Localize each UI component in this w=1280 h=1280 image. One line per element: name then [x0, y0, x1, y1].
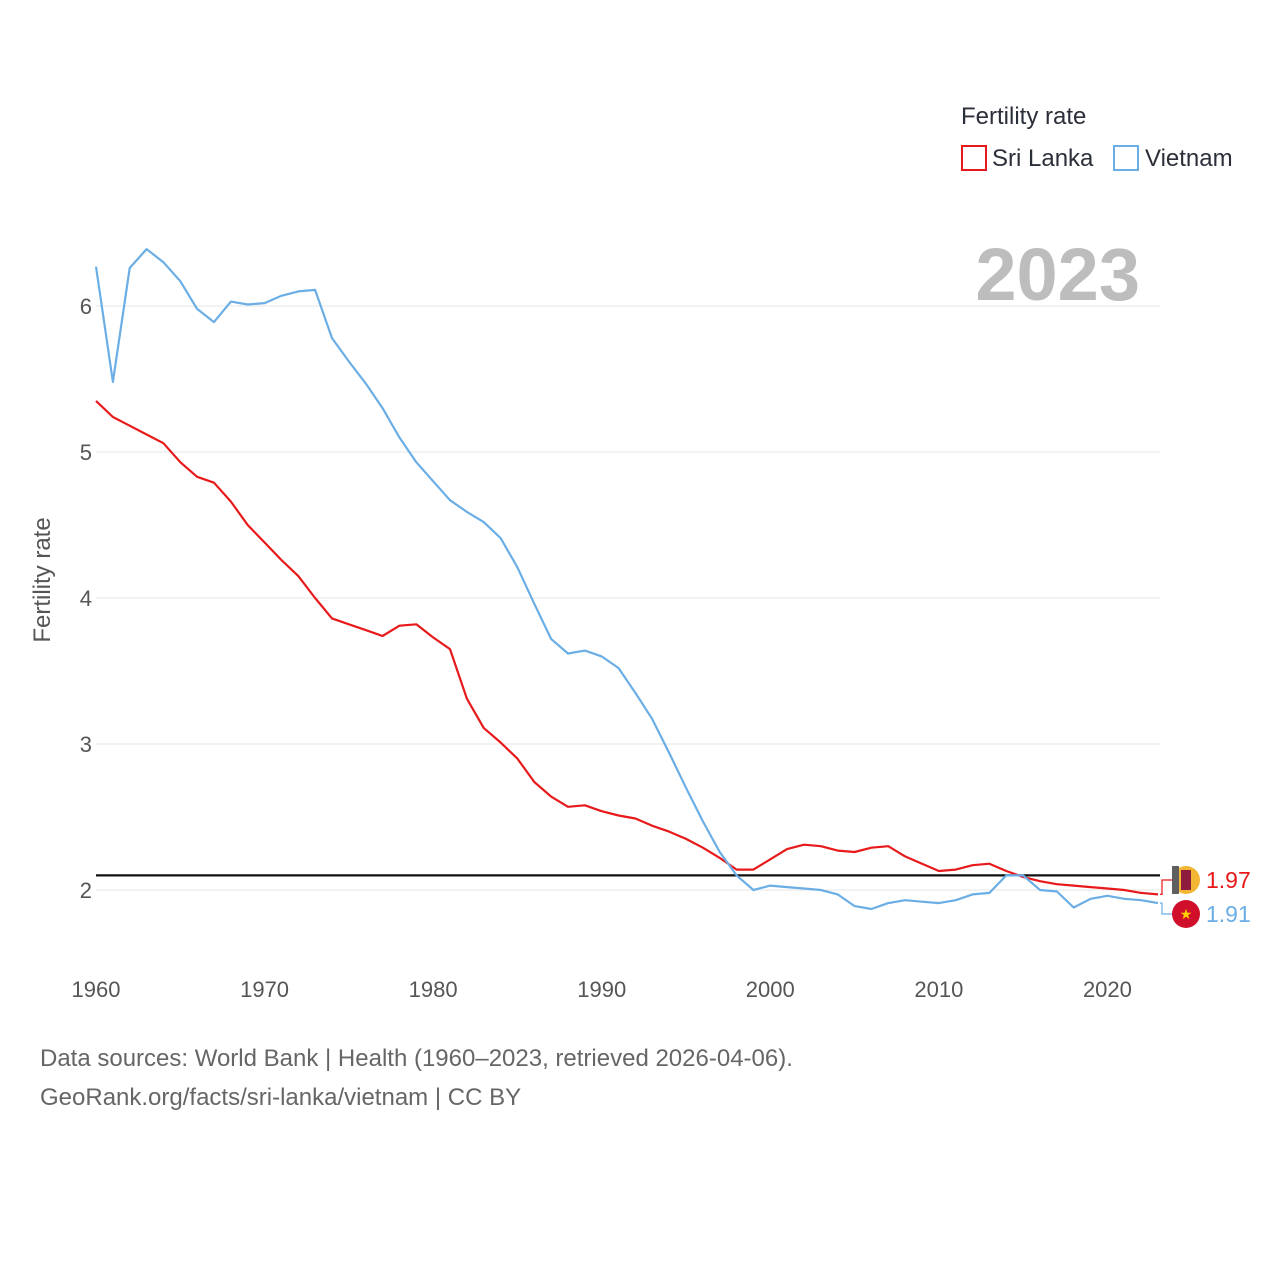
y-tick-label-3: 3	[80, 732, 92, 757]
x-tick-label-2010: 2010	[914, 977, 963, 1002]
series-line-sri-lanka[interactable]	[95, 400, 1159, 896]
x-tick-label-1990: 1990	[577, 977, 626, 1002]
series-line-vietnam[interactable]	[94, 248, 1159, 911]
y-tick-label-5: 5	[80, 440, 92, 465]
x-tick-label-1980: 1980	[409, 977, 458, 1002]
legend-label-vietnam[interactable]: Vietnam	[1145, 145, 1233, 172]
y-tick-label-2: 2	[80, 878, 92, 903]
end-value-vietnam: 1.91	[1206, 901, 1251, 927]
y-tick-label-6: 6	[80, 294, 92, 319]
end-value-sri-lanka: 1.97	[1206, 867, 1251, 893]
x-tick-label-2020: 2020	[1083, 977, 1132, 1002]
grid-lines	[96, 305, 1160, 891]
x-tick-label-2000: 2000	[746, 977, 795, 1002]
flag-sri-lanka-icon	[1172, 866, 1200, 894]
year-watermark: 2023	[975, 233, 1140, 316]
footer-attribution: GeoRank.org/facts/sri-lanka/vietnam | CC…	[40, 1084, 522, 1111]
x-tick-label-1960: 1960	[72, 977, 121, 1002]
legend-swatch-sri-lanka[interactable]	[961, 145, 987, 171]
svg-text:★: ★	[1180, 906, 1193, 922]
legend-label-sri-lanka[interactable]: Sri Lanka	[992, 145, 1094, 172]
end-connector-sri-lanka	[1160, 879, 1172, 895]
y-axis-label: Fertility rate	[29, 517, 56, 642]
legend-title: Fertility rate	[961, 103, 1086, 130]
legend: Fertility rate Sri Lanka Vietnam	[961, 103, 1233, 172]
legend-swatch-vietnam[interactable]	[1113, 145, 1139, 171]
series-lines	[94, 248, 1159, 911]
y-tick-label-4: 4	[80, 586, 92, 611]
y-axis-ticks: 2 3 4 5 6	[80, 294, 92, 903]
end-labels: 1.97 ★ 1.91	[1160, 866, 1251, 928]
flag-vietnam-icon: ★	[1172, 900, 1200, 928]
x-axis-ticks: 1960 1970 1980 1990 2000 2010 2020	[72, 977, 1132, 1002]
x-tick-label-1970: 1970	[240, 977, 289, 1002]
end-connector-vietnam	[1160, 902, 1172, 915]
footer-source: Data sources: World Bank | Health (1960–…	[40, 1045, 793, 1072]
